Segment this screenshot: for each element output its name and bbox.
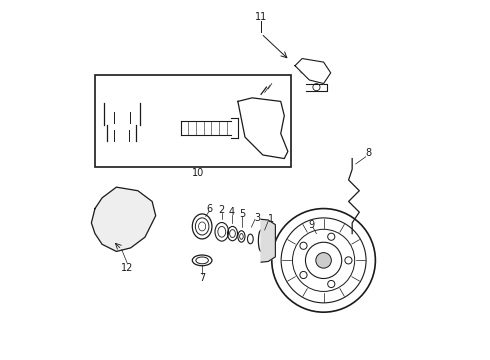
Text: 3: 3	[254, 212, 261, 222]
Text: 5: 5	[239, 209, 245, 219]
Text: 2: 2	[219, 205, 225, 215]
Text: 7: 7	[199, 273, 205, 283]
Text: 11: 11	[255, 13, 267, 22]
Text: 12: 12	[121, 262, 133, 273]
Polygon shape	[295, 59, 331, 84]
Text: 1: 1	[268, 214, 274, 224]
Polygon shape	[92, 187, 156, 251]
Bar	[95, 75, 292, 167]
Text: 8: 8	[365, 148, 371, 158]
Text: 4: 4	[229, 207, 235, 217]
Polygon shape	[261, 219, 275, 262]
Text: 6: 6	[206, 203, 212, 213]
Text: 10: 10	[193, 168, 205, 178]
Text: 9: 9	[308, 220, 314, 230]
Circle shape	[316, 253, 331, 268]
